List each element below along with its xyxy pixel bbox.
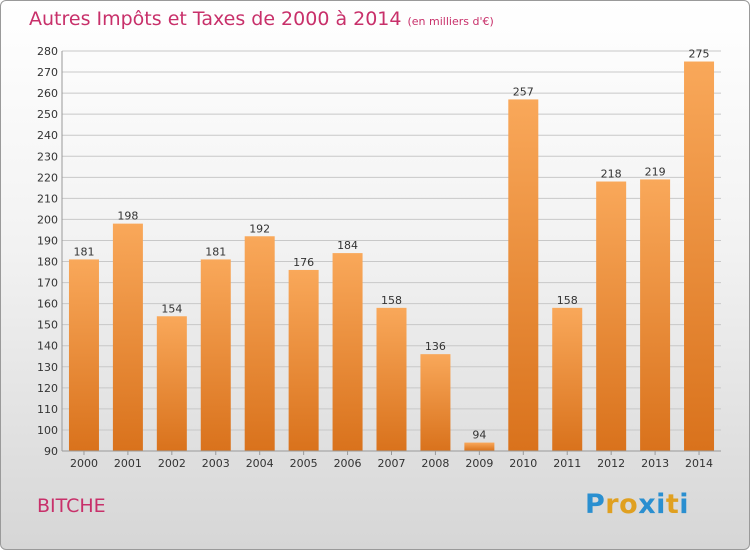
x-tick-label: 2011 <box>553 457 581 470</box>
bar-2011 <box>552 307 583 451</box>
data-label: 257 <box>513 85 534 98</box>
x-tick-label: 2005 <box>290 457 318 470</box>
y-tick-label: 280 <box>37 45 58 58</box>
data-label: 136 <box>425 340 446 353</box>
logo-letter: i <box>656 489 666 520</box>
commune-name: BITCHE <box>37 495 106 517</box>
bar-2009 <box>464 442 495 451</box>
x-tick-label: 2004 <box>246 457 274 470</box>
y-tick-label: 110 <box>37 403 58 416</box>
chart-unit: (en milliers d'€) <box>407 15 494 28</box>
bar-2008 <box>420 354 451 451</box>
x-tick-label: 2001 <box>114 457 142 470</box>
y-tick-label: 210 <box>37 192 58 205</box>
bar-2005 <box>288 269 319 451</box>
data-label: 158 <box>381 294 402 307</box>
x-tick-label: 2003 <box>202 457 230 470</box>
bar-2010 <box>508 99 539 451</box>
bar-2001 <box>112 223 143 451</box>
x-tick-label: 2012 <box>597 457 625 470</box>
data-label: 275 <box>689 48 710 61</box>
y-tick-label: 180 <box>37 256 58 269</box>
y-tick-label: 230 <box>37 150 58 163</box>
y-tick-label: 270 <box>37 66 58 79</box>
logo-letter: P <box>585 489 606 520</box>
y-tick-label: 220 <box>37 171 58 184</box>
logo-letter: r <box>605 489 620 520</box>
y-tick-label: 100 <box>37 424 58 437</box>
x-tick-label: 2000 <box>70 457 98 470</box>
x-tick-label: 2007 <box>378 457 406 470</box>
x-axis-ticks: 2000 2001 2002 2003 2004 2005 2006 2007 2008 2009… <box>62 450 721 470</box>
x-tick-label: 2006 <box>334 457 362 470</box>
logo-letter: i <box>679 489 690 520</box>
x-tick-label: 2010 <box>509 457 537 470</box>
y-tick-label: 140 <box>37 340 58 353</box>
data-label: 184 <box>337 239 358 252</box>
y-axis-ticks: 90 100 110 120 130 140 150 160 170 180 190 200 210 22… <box>37 45 58 458</box>
y-tick-label: 200 <box>37 213 58 226</box>
data-label: 94 <box>472 429 486 442</box>
logo-letter: t <box>665 489 680 520</box>
data-label: 176 <box>293 256 314 269</box>
y-tick-label: 90 <box>44 445 58 458</box>
bar-2014 <box>684 61 715 452</box>
y-tick-label: 260 <box>37 87 58 100</box>
logo-letter: o <box>619 489 639 520</box>
data-label: 158 <box>557 294 578 307</box>
bar-2006 <box>332 253 363 451</box>
y-tick-label: 190 <box>37 234 58 247</box>
x-tick-label: 2009 <box>465 457 493 470</box>
y-tick-label: 240 <box>37 129 58 142</box>
bar-2012 <box>596 181 627 452</box>
bar-2000 <box>68 259 99 451</box>
bar-2007 <box>376 307 407 451</box>
y-tick-label: 250 <box>37 108 58 121</box>
data-label: 181 <box>205 245 226 258</box>
y-tick-label: 130 <box>37 361 58 374</box>
x-tick-label: 2002 <box>158 457 186 470</box>
chart-title-block: Autres Impôts et Taxes de 2000 à 2014 (en… <box>29 8 494 30</box>
data-label: 218 <box>601 168 622 181</box>
x-tick-label: 2013 <box>641 457 669 470</box>
x-tick-label: 2014 <box>685 457 713 470</box>
logo-letter: x <box>638 489 657 520</box>
bars <box>68 61 715 452</box>
y-tick-label: 120 <box>37 382 58 395</box>
data-label: 219 <box>645 165 666 178</box>
y-tick-label: 160 <box>37 298 58 311</box>
chart-title: Autres Impôts et Taxes de 2000 à 2014 <box>29 8 402 30</box>
y-tick-label: 170 <box>37 277 58 290</box>
proxiti-logo: Proxiti <box>585 489 689 520</box>
x-tick-label: 2008 <box>421 457 449 470</box>
data-label: 198 <box>117 210 138 223</box>
bar-2004 <box>244 236 275 451</box>
bar-2003 <box>200 259 231 451</box>
data-label: 192 <box>249 222 270 235</box>
bar-2002 <box>156 316 187 451</box>
bar-2013 <box>640 179 671 451</box>
y-tick-label: 150 <box>37 319 58 332</box>
data-label: 154 <box>161 302 182 315</box>
data-labels: 181 198 154 181 192 176 184 158 136 94 257 158 218 21… <box>73 48 709 442</box>
data-label: 181 <box>73 245 94 258</box>
